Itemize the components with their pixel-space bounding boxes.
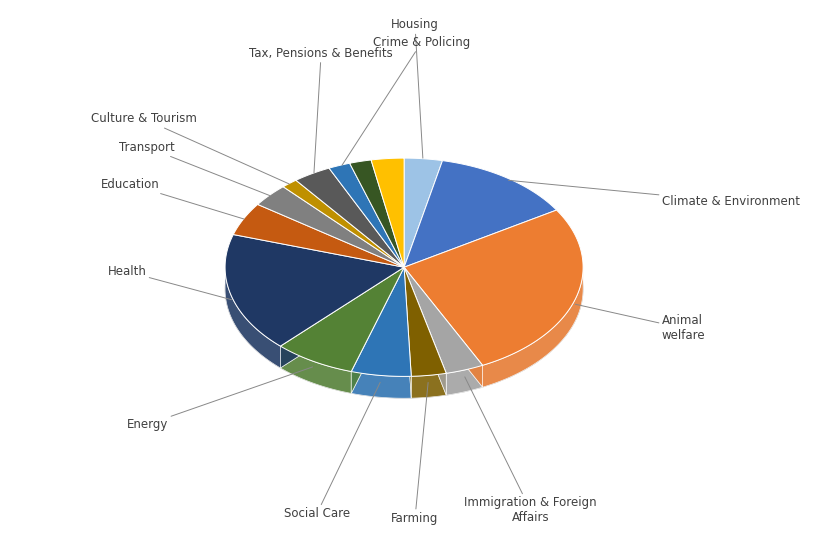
Polygon shape bbox=[404, 210, 583, 366]
Polygon shape bbox=[482, 267, 583, 387]
Polygon shape bbox=[404, 267, 447, 376]
Text: Transport: Transport bbox=[120, 141, 270, 195]
Text: Climate & Environment: Climate & Environment bbox=[509, 180, 799, 208]
Text: Energy: Energy bbox=[127, 367, 313, 431]
Polygon shape bbox=[281, 346, 351, 393]
Polygon shape bbox=[283, 180, 404, 267]
Polygon shape bbox=[351, 267, 412, 376]
Text: Crime & Policing: Crime & Policing bbox=[342, 36, 470, 165]
Polygon shape bbox=[281, 267, 404, 372]
Text: Social Care: Social Care bbox=[284, 382, 380, 521]
Polygon shape bbox=[329, 163, 404, 267]
Polygon shape bbox=[296, 168, 404, 267]
Text: Immigration & Foreign
Affairs: Immigration & Foreign Affairs bbox=[465, 377, 597, 524]
Polygon shape bbox=[351, 372, 412, 398]
Polygon shape bbox=[349, 160, 404, 267]
Polygon shape bbox=[447, 366, 482, 395]
Polygon shape bbox=[404, 267, 482, 387]
Polygon shape bbox=[404, 267, 412, 398]
Text: Animal
welfare: Animal welfare bbox=[575, 304, 706, 342]
Polygon shape bbox=[225, 266, 281, 368]
Polygon shape bbox=[281, 267, 404, 368]
Text: Health: Health bbox=[108, 265, 232, 300]
Polygon shape bbox=[225, 234, 404, 346]
Polygon shape bbox=[371, 158, 404, 267]
Polygon shape bbox=[404, 267, 412, 398]
Text: Culture & Tourism: Culture & Tourism bbox=[90, 112, 289, 184]
Polygon shape bbox=[404, 267, 447, 395]
Polygon shape bbox=[351, 267, 404, 393]
Text: Farming: Farming bbox=[391, 382, 439, 525]
Polygon shape bbox=[404, 267, 482, 373]
Polygon shape bbox=[404, 267, 482, 387]
Text: Tax, Pensions & Benefits: Tax, Pensions & Benefits bbox=[249, 47, 393, 173]
Ellipse shape bbox=[225, 180, 583, 398]
Text: Education: Education bbox=[100, 178, 244, 219]
Polygon shape bbox=[404, 267, 447, 395]
Polygon shape bbox=[257, 187, 404, 267]
Polygon shape bbox=[281, 267, 404, 368]
Polygon shape bbox=[404, 160, 557, 267]
Polygon shape bbox=[233, 205, 404, 267]
Polygon shape bbox=[404, 158, 442, 267]
Text: Housing: Housing bbox=[391, 18, 439, 158]
Polygon shape bbox=[412, 373, 447, 398]
Polygon shape bbox=[351, 267, 404, 393]
